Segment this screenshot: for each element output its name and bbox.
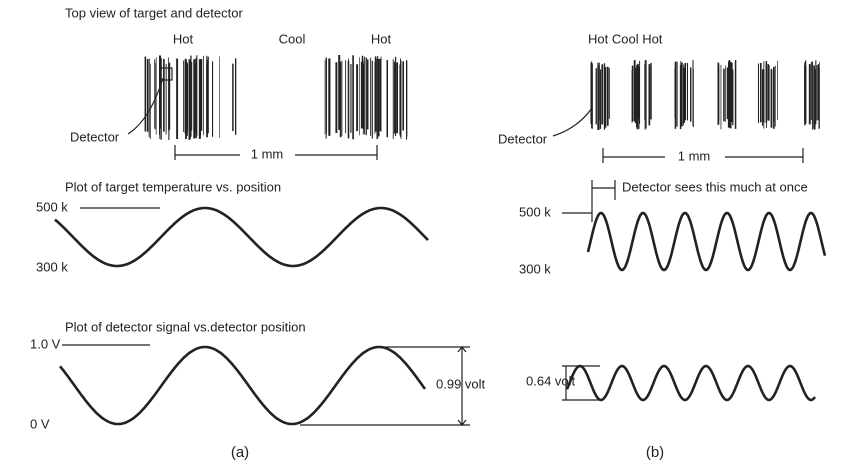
target-stripes [144,55,820,140]
level-label: 300 k [519,261,551,276]
amplitude-label: 0.99 volt [436,376,486,391]
level-label: 500 k [519,204,551,219]
level-label: 1.0 V [30,336,61,351]
level-label: 300 k [36,259,68,274]
detector-field-label: Detector sees this much at once [622,179,808,194]
caption: (a) [231,444,249,461]
top-view-title: Top view of target and detector [65,5,243,20]
amplitude-label: 0.64 volt [526,373,576,388]
detector-label: Detector [70,129,120,144]
zone-label: Hot [173,31,194,46]
dimension-line [174,145,378,160]
level-label: 0 V [30,416,50,431]
detector-arrow [127,77,164,135]
curve [59,345,427,426]
detector-label: Detector [498,131,548,146]
detector-field-bracket [591,180,616,222]
curve [54,206,429,268]
curve [586,211,827,272]
detector-arrow [552,107,593,137]
dimension-line [602,148,804,163]
plot-title: Plot of detector signal vs.detector posi… [65,319,306,334]
distance-label: 1 mm [251,146,284,161]
distance-label: 1 mm [678,148,711,163]
zone-label: Hot [371,31,392,46]
amplitude-bracket [300,346,470,426]
curve [565,364,817,402]
caption: (b) [646,444,664,461]
plot-title: Plot of target temperature vs. position [65,179,281,194]
level-label: 500 k [36,199,68,214]
zone-label: Hot Cool Hot [588,31,663,46]
detector [159,67,173,81]
zone-label: Cool [279,31,306,46]
